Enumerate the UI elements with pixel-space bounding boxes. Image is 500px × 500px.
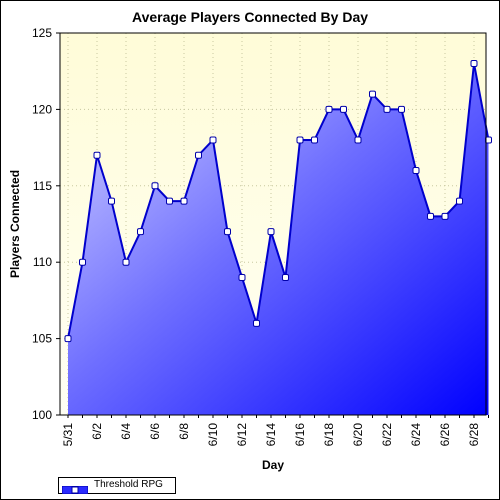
data-point bbox=[354, 136, 362, 144]
x-tick-label: 6/4 bbox=[119, 423, 133, 440]
plot-frame bbox=[59, 32, 487, 416]
y-tick-label: 115 bbox=[33, 179, 52, 193]
data-point bbox=[253, 319, 260, 327]
x-tick-label: 5/31 bbox=[61, 423, 75, 447]
y-axis-label: Players Connected bbox=[8, 170, 22, 278]
x-tick-label: 6/14 bbox=[264, 423, 278, 447]
data-point bbox=[209, 136, 217, 144]
data-point bbox=[64, 335, 72, 343]
data-point bbox=[282, 273, 289, 281]
y-tick-label: 120 bbox=[32, 102, 52, 116]
data-point bbox=[238, 273, 246, 281]
marker-layer bbox=[64, 60, 492, 343]
x-tick-label: 6/6 bbox=[148, 423, 162, 440]
x-tick-label: 6/12 bbox=[235, 423, 249, 447]
data-point bbox=[369, 90, 376, 98]
legend: Threshold RPG bbox=[58, 477, 176, 495]
legend-swatch bbox=[61, 481, 89, 495]
data-point bbox=[296, 136, 304, 144]
data-point bbox=[441, 212, 449, 220]
data-point bbox=[122, 258, 130, 266]
data-point bbox=[398, 105, 405, 113]
x-tick-label: 6/26 bbox=[438, 423, 452, 447]
data-point bbox=[180, 197, 188, 205]
y-tick-label: 125 bbox=[32, 26, 52, 40]
data-point bbox=[470, 60, 478, 68]
series-line bbox=[67, 63, 490, 339]
x-tick-label: 6/22 bbox=[380, 423, 394, 447]
x-tick-label: 6/8 bbox=[177, 423, 191, 440]
x-tick-label: 6/16 bbox=[293, 423, 307, 447]
data-point bbox=[108, 197, 115, 205]
y-tick-label: 105 bbox=[32, 332, 52, 346]
x-tick-label: 6/18 bbox=[322, 423, 336, 447]
data-point bbox=[166, 197, 173, 205]
data-point bbox=[79, 258, 86, 266]
y-tick-label: 100 bbox=[32, 408, 52, 422]
data-point bbox=[93, 151, 101, 159]
data-point bbox=[456, 197, 463, 205]
axis-layer: 100 105 110 115 120 125 5/31 6/2 6/4 6/6 6/8 6/10 6/… bbox=[32, 26, 489, 446]
y-tick-label: 110 bbox=[33, 255, 52, 269]
data-point bbox=[383, 105, 391, 113]
x-tick-label: 6/2 bbox=[90, 423, 104, 440]
x-axis-label: Day bbox=[262, 458, 284, 472]
data-point bbox=[151, 182, 159, 190]
x-tick-label: 6/28 bbox=[467, 423, 481, 447]
data-point bbox=[340, 105, 347, 113]
data-point bbox=[137, 228, 144, 236]
x-tick-label: 6/10 bbox=[206, 423, 220, 447]
data-point bbox=[311, 136, 318, 144]
legend-label: Threshold RPG bbox=[94, 479, 163, 490]
data-point bbox=[267, 228, 275, 236]
data-point bbox=[427, 212, 434, 220]
data-point bbox=[325, 105, 333, 113]
data-point bbox=[412, 167, 420, 175]
chart-title: Average Players Connected By Day bbox=[131, 9, 369, 25]
series-area bbox=[68, 63, 489, 416]
x-tick-label: 6/20 bbox=[351, 423, 365, 447]
data-point bbox=[224, 228, 231, 236]
data-point bbox=[195, 151, 202, 159]
x-tick-label: 6/24 bbox=[409, 423, 423, 447]
